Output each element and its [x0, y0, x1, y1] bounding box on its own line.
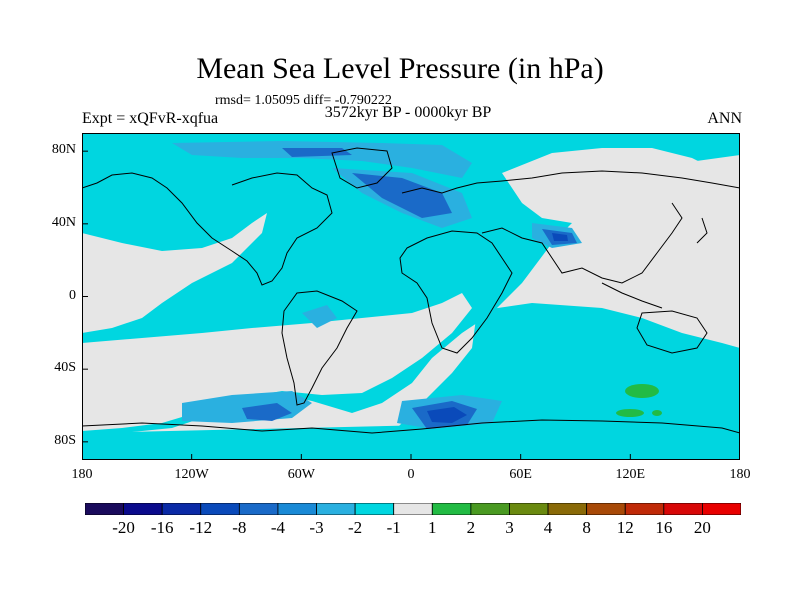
colorbar-label: 2 — [466, 518, 476, 537]
lat-label: 40N — [51, 214, 76, 230]
colorbar-label: 16 — [655, 518, 673, 537]
neutral-patches — [82, 148, 740, 431]
colorbar-label: -4 — [270, 518, 286, 537]
colorbar-swatch — [431, 503, 472, 515]
colorbar-swatch — [702, 503, 741, 515]
experiment-label: Expt = xQFvR-xqfua — [82, 110, 219, 127]
lat-label: 40S — [54, 360, 76, 376]
colorbar-label: -20 — [112, 518, 135, 537]
colorbar-swatch — [663, 503, 703, 515]
period-label: 3572kyr BP - 0000kyr BP — [324, 104, 492, 121]
colorbar-label: -8 — [232, 518, 247, 537]
coastlines — [82, 147, 740, 434]
colorbar-swatch — [85, 503, 124, 515]
lon-label: 120W — [174, 467, 209, 482]
colorbar — [85, 503, 741, 515]
colorbar-label: 4 — [543, 518, 553, 537]
season-label: ANN — [707, 110, 742, 127]
colorbar-label: 8 — [582, 518, 591, 537]
lat-label: 80N — [51, 142, 76, 158]
colorbar-label: -3 — [309, 518, 324, 537]
axis-ticks — [82, 150, 740, 460]
map-title: Mean Sea Level Pressure (in hPa) — [196, 52, 604, 85]
lon-label: 180 — [71, 467, 93, 482]
colorbar-swatch — [586, 503, 626, 515]
lon-label: 120E — [615, 467, 646, 482]
lon-label: 60W — [287, 467, 315, 482]
lon-label: 60E — [509, 467, 532, 482]
colorbar-swatch — [316, 503, 356, 515]
colorbar-label: -2 — [348, 518, 363, 537]
lon-label: 0 — [407, 467, 415, 482]
stats-text: rmsd= 1.05095 diff= -0.790222 — [215, 93, 392, 108]
lat-label: 0 — [69, 287, 76, 303]
colorbar-swatch — [161, 503, 202, 515]
colorbar-swatch — [547, 503, 588, 515]
colorbar-swatch — [624, 503, 665, 515]
very-strong-negative-regions — [427, 233, 568, 423]
lon-label: 180 — [729, 467, 751, 482]
colorbar-label: 12 — [616, 518, 634, 537]
lat-label: 80S — [54, 432, 76, 448]
colorbar-swatch — [354, 503, 395, 515]
colorbar-label: -16 — [150, 518, 174, 537]
colorbar-label: -12 — [189, 518, 213, 537]
colorbar-label: -1 — [386, 518, 401, 537]
colorbar-swatch — [123, 503, 163, 515]
colorbar-label: 1 — [428, 518, 437, 537]
colorbar-swatch — [200, 503, 240, 515]
weak-positive-regions — [616, 384, 662, 417]
colorbar-swatch — [509, 503, 549, 515]
colorbar-swatch — [277, 503, 317, 515]
colorbar-label: 3 — [505, 518, 514, 537]
colorbar-swatch — [238, 503, 279, 515]
colorbar-label: 20 — [693, 518, 711, 537]
colorbar-swatch — [393, 503, 433, 515]
colorbar-swatch — [470, 503, 510, 515]
pressure-map — [82, 133, 740, 460]
